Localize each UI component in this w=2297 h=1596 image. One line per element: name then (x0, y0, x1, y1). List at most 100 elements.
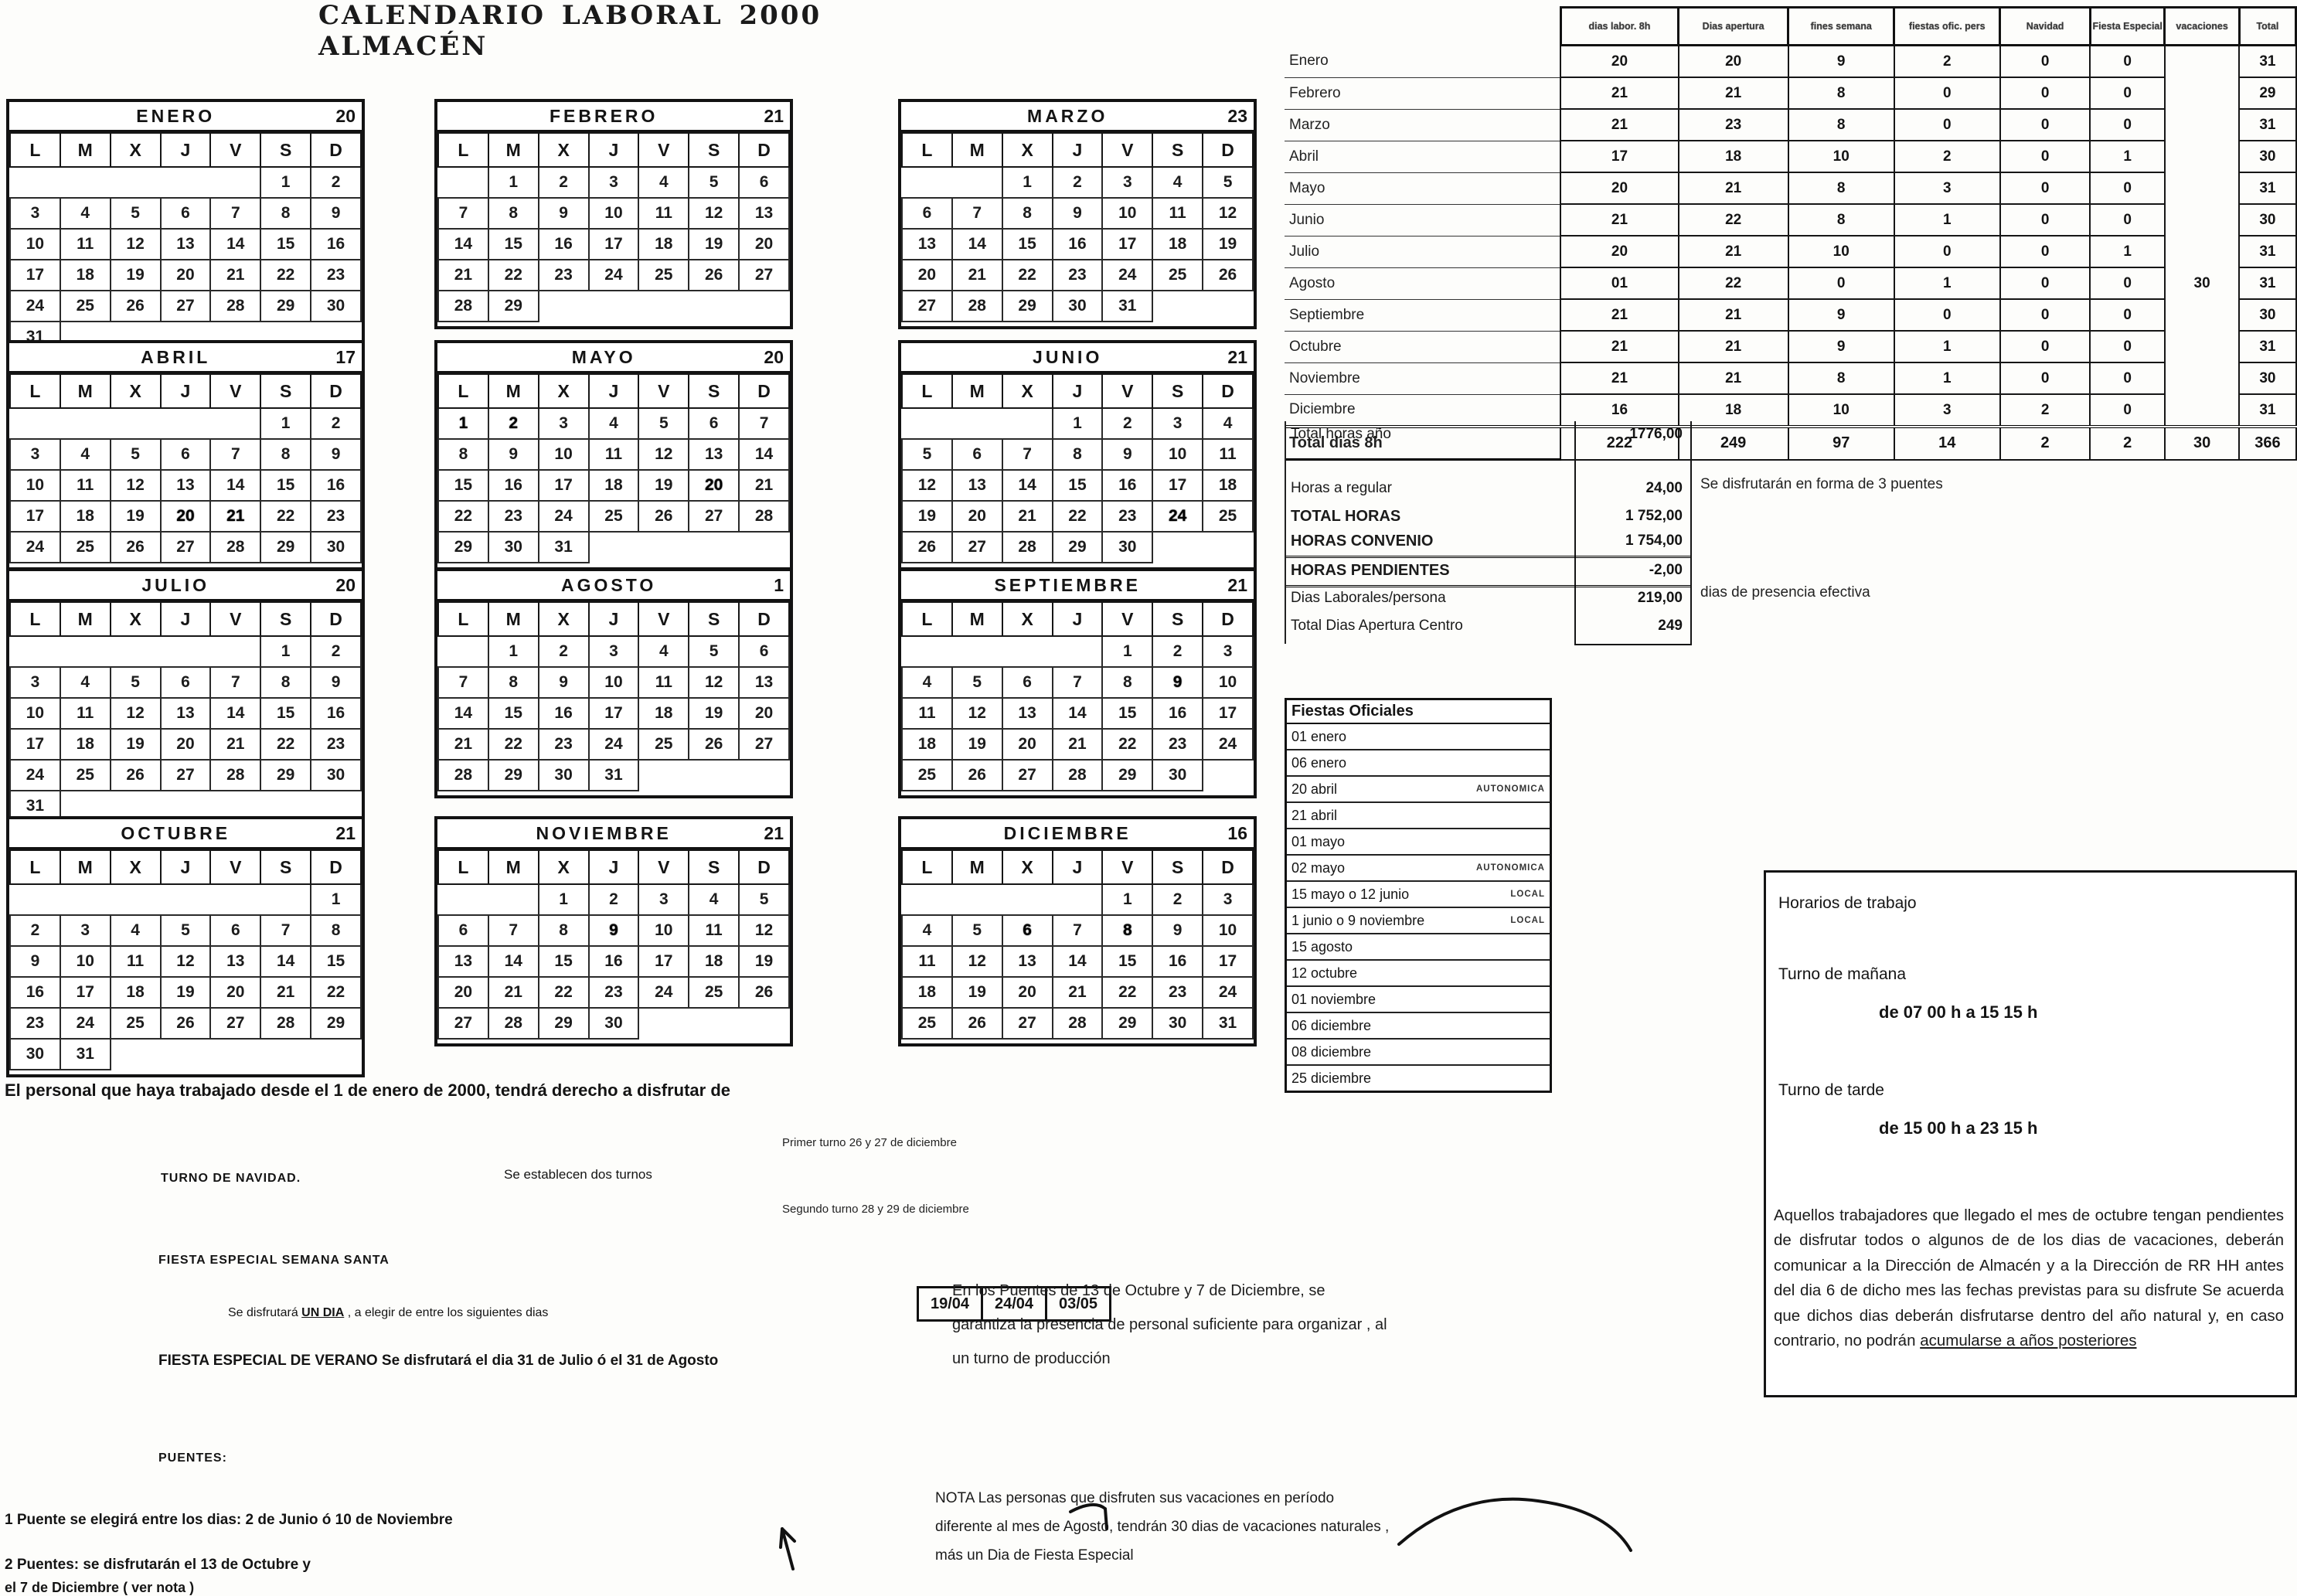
summary-value-cell (2163, 331, 2241, 362)
summary-col-header: fines semana (1787, 6, 1896, 46)
month-workday-count: 21 (764, 105, 784, 126)
weekday-header: X (109, 373, 162, 409)
hours-row-label: Dias Laborales/persona (1291, 590, 1446, 606)
day-cell: 19 (951, 976, 1003, 1009)
calendar-month-julio: JULIO 20 L M X J V S D 1 2 3 4 5 6 7 8 9 10 11 12 13 14 15 16 17 1… (6, 568, 365, 829)
day-cell: 24 (537, 500, 590, 533)
day-cell: 9 (1101, 438, 1154, 471)
summary-value-cell: 30 (2238, 140, 2297, 173)
summary-value-cell: 31 (2238, 235, 2297, 268)
weekday-header: D (310, 373, 362, 409)
day-cell: 14 (1051, 697, 1104, 730)
empty-cell (638, 760, 689, 791)
day-cell: 6 (738, 166, 790, 199)
day-cell: 23 (310, 259, 362, 291)
day-cell: 5 (159, 914, 212, 947)
calendar-month-agosto: AGOSTO 1 L M X J V S D 1 2 3 4 5 6 7 8 9 10 11 12 13 14 15 16 17 1… (434, 568, 793, 798)
day-cell: 24 (1101, 259, 1154, 291)
summary-total-cell: 249 (1677, 425, 1789, 461)
month-workday-count: 20 (764, 346, 784, 367)
day-cell: 9 (1152, 914, 1204, 947)
summary-month-label: Abril (1285, 141, 1561, 173)
fiestas-title: Fiestas Oficiales (1287, 700, 1550, 724)
day-cell: 8 (1101, 914, 1154, 947)
day-cell: 5 (688, 635, 740, 668)
weekday-header: D (1202, 601, 1254, 637)
month-workday-count: 21 (335, 822, 356, 843)
day-cell: 10 (59, 945, 111, 978)
day-cell: 11 (638, 197, 690, 230)
day-cell: 8 (1051, 438, 1104, 471)
month-name: FEBRERO (549, 105, 658, 126)
day-cell: 29 (1051, 531, 1104, 563)
weekday-header: M (487, 849, 539, 885)
day-cell: 27 (901, 290, 953, 322)
empty-cell (210, 408, 260, 439)
day-cell: 10 (537, 438, 590, 471)
summary-month-label: Febrero (1285, 77, 1561, 110)
calendar-month-febrero: FEBRERO 21 L M X J V S D 1 2 3 4 5 6 7 8 9 10 11 12 13 14 15 16 1… (434, 99, 793, 329)
day-cell: 11 (1152, 197, 1204, 230)
fiesta-date: 1 junio o 9 noviembre (1291, 912, 1425, 928)
empty-cell (1152, 532, 1203, 563)
day-cell: 16 (587, 945, 640, 978)
day-cell: 13 (209, 945, 262, 978)
day-cell: 27 (951, 531, 1003, 563)
day-cell: 19 (688, 228, 740, 260)
summary-value-cell: 21 (1677, 235, 1789, 268)
hours-row-value: 1 752,00 (1625, 508, 1683, 524)
day-cell: 20 (688, 469, 740, 502)
day-cell: 17 (638, 945, 690, 978)
summary-value-cell: 1 (1893, 362, 2001, 395)
summary-value-cell: 10 (1787, 235, 1895, 268)
day-cell: 24 (9, 759, 61, 791)
day-cell: 22 (1101, 976, 1154, 1009)
day-cell: 18 (901, 976, 953, 1009)
day-cell: 25 (1152, 259, 1204, 291)
day-cell: 11 (109, 945, 162, 978)
day-cell: 8 (260, 438, 312, 471)
empty-cell (161, 408, 211, 439)
weekday-header: J (587, 373, 640, 409)
empty-cell (689, 532, 739, 563)
day-cell: 5 (1202, 166, 1254, 199)
day-cell: 21 (738, 469, 790, 502)
puente-2-line-a: 2 Puentes: se disfrutarán el 13 de Octub… (5, 1557, 311, 1573)
weekday-header: M (487, 373, 539, 409)
day-cell: 1 (260, 166, 312, 199)
summary-value-cell: 10 (1787, 140, 1895, 173)
summary-value-cell: 20 (1560, 235, 1679, 268)
hours-row-label: HORAS PENDIENTES (1291, 562, 1450, 579)
day-cell: 5 (738, 883, 790, 916)
weekday-header: L (437, 132, 489, 168)
day-cell: 5 (638, 407, 690, 440)
day-cell: 14 (260, 945, 312, 978)
empty-cell (161, 1039, 211, 1070)
weekday-header: V (209, 373, 262, 409)
day-cell: 7 (738, 407, 790, 440)
summary-value-cell: 01 (1560, 267, 1679, 300)
day-cell: 4 (59, 438, 111, 471)
day-cell: 4 (587, 407, 640, 440)
day-cell: 15 (1101, 945, 1154, 978)
day-cell: 14 (437, 697, 489, 730)
summary-value-cell: 21 (1677, 172, 1789, 205)
day-cell: 13 (901, 228, 953, 260)
empty-cell (638, 532, 689, 563)
day-cell: 18 (59, 728, 111, 761)
day-cell: 14 (1051, 945, 1104, 978)
summary-value-cell: 21 (1560, 203, 1679, 237)
empty-cell (111, 884, 161, 915)
weekday-header: X (1001, 849, 1053, 885)
summary-value-cell: 30 (2238, 362, 2297, 395)
day-cell: 7 (260, 914, 312, 947)
day-cell: 2 (1152, 883, 1204, 916)
empty-cell (1002, 636, 1053, 667)
weekday-header: V (1101, 849, 1154, 885)
day-cell: 9 (587, 914, 640, 947)
day-cell: 12 (1202, 197, 1254, 230)
empty-cell (1002, 408, 1053, 439)
hours-row: TOTAL HORAS 1 752,00 (1286, 508, 1690, 531)
horarios-title: Horarios de trabajo (1778, 894, 1917, 912)
day-cell: 23 (9, 1007, 61, 1040)
